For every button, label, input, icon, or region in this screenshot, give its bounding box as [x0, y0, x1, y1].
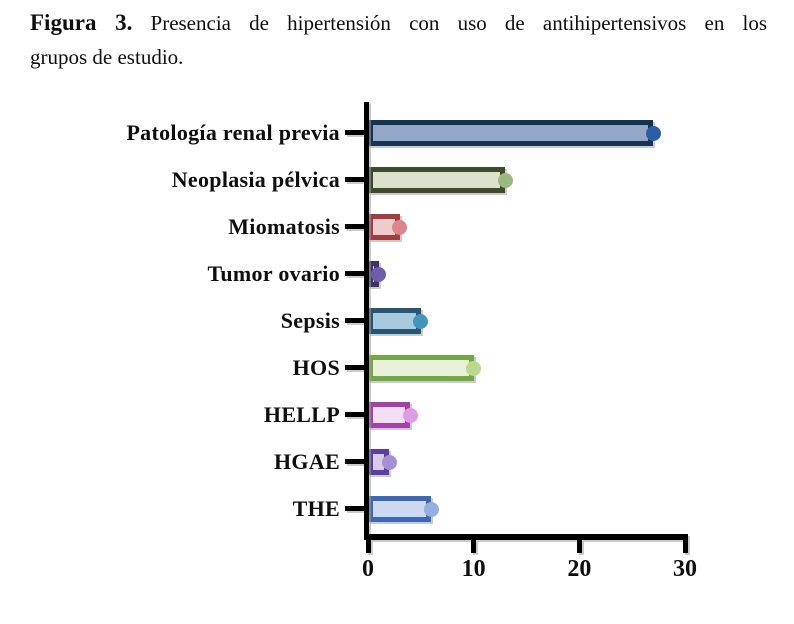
- category-label: HOS: [292, 355, 340, 380]
- x-axis-tick-label: 10: [461, 556, 486, 582]
- y-axis-tick: [345, 365, 365, 370]
- x-axis-tick: [682, 540, 688, 553]
- caption-line-1: Figura 3. Presencia de hipertensión con …: [30, 6, 767, 40]
- bar-end-dot: [423, 501, 439, 517]
- category-label: Tumor ovario: [207, 261, 340, 286]
- figure-label: Figura 3.: [30, 10, 133, 35]
- bar-fill: [373, 313, 416, 329]
- bar-fill: [373, 172, 500, 188]
- bar-end-dot: [466, 360, 482, 376]
- bar: [368, 449, 389, 475]
- y-axis-tick: [345, 459, 365, 464]
- bar: [368, 120, 653, 146]
- category-label: THE: [292, 496, 340, 521]
- x-axis-tick-label: 20: [567, 556, 592, 582]
- caption-text: Presencia de hipertensión con uso de ant…: [132, 11, 767, 35]
- bar-end-dot: [413, 313, 429, 329]
- y-axis-tick: [345, 318, 365, 323]
- bar-fill: [373, 360, 469, 376]
- caption-line-2: grupos de estudio.: [30, 45, 184, 69]
- category-label: Miomatosis: [228, 214, 340, 239]
- y-axis-tick: [345, 271, 365, 276]
- x-axis-tick-label: 30: [673, 556, 697, 582]
- bar-end-dot: [497, 172, 513, 188]
- bar: [368, 308, 421, 334]
- bar-end-dot: [645, 125, 661, 141]
- bar-end-dot: [371, 266, 387, 282]
- y-axis-tick: [345, 177, 365, 182]
- x-axis-tick: [576, 540, 582, 553]
- y-axis-line: [364, 102, 369, 540]
- bar-end-dot: [392, 219, 408, 235]
- category-label: Neoplasia pélvica: [171, 167, 340, 192]
- y-axis-tick: [345, 506, 365, 511]
- bar-fill: [373, 219, 395, 235]
- bar-fill: [373, 501, 426, 517]
- y-axis-tick: [345, 412, 365, 417]
- x-axis-line: [364, 534, 688, 540]
- y-axis-tick: [345, 224, 365, 229]
- bar-fill: [373, 454, 384, 470]
- x-axis-tick-label: 0: [362, 556, 374, 582]
- x-axis-tick: [471, 540, 477, 553]
- bar: [368, 355, 474, 381]
- figure-caption: Figura 3. Presencia de hipertensión con …: [30, 6, 767, 74]
- bar-end-dot: [381, 454, 397, 470]
- bar-fill: [373, 407, 405, 423]
- x-axis-tick: [365, 540, 371, 553]
- category-label: Patología renal previa: [126, 120, 340, 145]
- category-label: HGAE: [274, 449, 340, 474]
- bar-fill: [373, 125, 648, 141]
- category-label: Sepsis: [280, 308, 340, 333]
- bar-end-dot: [402, 407, 418, 423]
- bar: [368, 167, 505, 193]
- category-label: HELLP: [263, 402, 340, 427]
- y-axis-tick: [345, 130, 365, 135]
- bar: [368, 496, 431, 522]
